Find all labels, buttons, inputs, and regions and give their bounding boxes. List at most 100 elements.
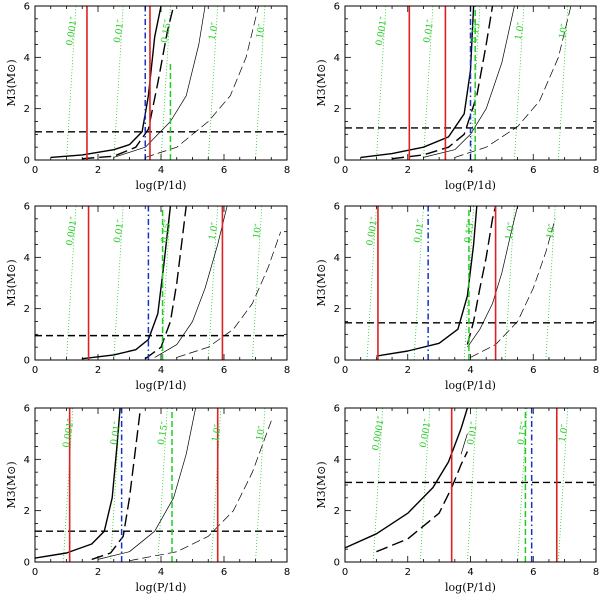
plot-area — [35, 408, 287, 562]
separation-label: 0.15″ — [469, 18, 483, 43]
curve-solid-thin — [113, 6, 206, 158]
separation-label: 0.01″ — [466, 420, 480, 445]
x-tick-label: 8 — [593, 567, 599, 578]
x-axis-label: log(P/1d) — [136, 581, 187, 594]
curve-dashed-thick — [466, 206, 497, 345]
separation-label: 0.001″ — [375, 15, 390, 46]
y-tick-label: 0 — [334, 156, 340, 167]
panel-bottom-left: 0.001″ 0.01″ 0.15″ 1.0″ 10″ 0 2 4 6 8 0 2 4 6 log(P/1d… — [5, 404, 290, 595]
curve-dashed-thin — [145, 6, 259, 158]
separation-label: 0.15″ — [463, 218, 477, 243]
curve-solid-thin — [97, 408, 196, 560]
separation-label: 0.15″ — [157, 420, 171, 445]
separation-label: 0.01″ — [110, 420, 124, 445]
panel-bottom-right: 0.0001″ 0.001″ 0.01″ 0.15″ 1.0″ 0 2 4 6 8 0 2 4 6 log(… — [315, 404, 599, 595]
separation-label: 10″ — [558, 23, 571, 40]
y-tick-label: 6 — [334, 404, 340, 415]
panel-middle-right: 0.001″ 0.01″ 0.15″ 1.0″ 10″0 2 4 6 80246log(P/1d… — [315, 202, 599, 393]
separation-label: 10″ — [255, 23, 268, 40]
y-axis-label: M3(M⊙) — [5, 461, 18, 508]
separation-label: 0.15″ — [516, 420, 530, 445]
y-tick-label: 0 — [24, 558, 30, 569]
separation-label: 0.001″ — [419, 417, 434, 448]
separation-label: 1.0″ — [211, 423, 224, 443]
panel-top-right: 0.001″ 0.01″ 0.15″ 1.0″ 10″ 0 2 4 6 8 0 2 4 6 log(P/1d… — [315, 2, 599, 193]
separation-label: 1.0″ — [514, 21, 527, 41]
x-axis-label: log(P/1d) — [136, 379, 187, 392]
curve-dashed-thin — [470, 218, 556, 358]
x-tick-label: 4 — [467, 365, 473, 376]
x-tick-label: 4 — [467, 567, 473, 578]
separation-label: 0.01″ — [422, 18, 436, 43]
x-tick-label: 6 — [221, 567, 227, 578]
separation-label: 1.0″ — [504, 221, 517, 241]
y-tick-label: 2 — [334, 304, 340, 315]
y-tick-label: 4 — [24, 53, 30, 64]
x-axis-label: log(P/1d) — [445, 581, 496, 594]
x-tick-label: 2 — [95, 165, 101, 176]
separation-label: 0.001″ — [65, 215, 80, 246]
y-tick-label: 6 — [24, 2, 30, 13]
x-tick-label: 8 — [593, 165, 599, 176]
x-tick-label: 2 — [95, 567, 101, 578]
x-tick-label: 0 — [32, 567, 38, 578]
curve-solid-thick — [345, 408, 469, 549]
separation-label: 0.15″ — [160, 18, 174, 43]
separation-label: 0.01″ — [113, 218, 127, 243]
y-axis-label: M3(M⊙) — [315, 259, 328, 306]
curve-solid-thin — [423, 6, 515, 158]
separation-label: 0.001″ — [62, 417, 77, 448]
y-tick-label: 6 — [24, 202, 30, 213]
x-tick-label: 0 — [32, 365, 38, 376]
x-tick-label: 2 — [405, 365, 411, 376]
curve-dashed-thick — [91, 408, 142, 561]
x-tick-label: 4 — [158, 567, 164, 578]
curve-dashed-thin — [129, 420, 272, 562]
curve-dashed-thin — [454, 6, 572, 158]
x-tick-label: 4 — [158, 365, 164, 376]
x-tick-label: 8 — [284, 567, 290, 578]
x-tick-label: 8 — [593, 365, 599, 376]
y-tick-label: 4 — [334, 53, 340, 64]
x-tick-label: 0 — [32, 165, 38, 176]
separation-label: 1.0″ — [208, 221, 221, 241]
plot-area — [345, 206, 596, 360]
plot-area — [35, 6, 287, 160]
x-tick-label: 2 — [405, 567, 411, 578]
x-tick-label: 6 — [530, 365, 536, 376]
y-tick-label: 0 — [334, 558, 340, 569]
separation-label: 1.0″ — [208, 21, 221, 41]
y-tick-label: 2 — [24, 506, 30, 517]
y-tick-label: 4 — [334, 455, 340, 466]
separation-label: 0.0001″ — [371, 415, 387, 452]
y-tick-label: 2 — [24, 104, 30, 115]
x-tick-label: 2 — [405, 165, 411, 176]
x-tick-label: 8 — [284, 365, 290, 376]
x-axis-label: log(P/1d) — [445, 379, 496, 392]
separation-label: 1.0″ — [558, 423, 571, 443]
y-tick-label: 2 — [334, 104, 340, 115]
x-tick-label: 6 — [221, 165, 227, 176]
x-tick-label: 0 — [342, 567, 348, 578]
y-axis-label: M3(M⊙) — [5, 59, 18, 106]
y-tick-label: 6 — [334, 2, 340, 13]
y-tick-label: 2 — [24, 304, 30, 315]
curve-dashed-thin — [176, 231, 282, 358]
curve-dashed-thick — [144, 206, 187, 360]
curve-dashed-thick — [82, 6, 175, 160]
separation-label: 10″ — [252, 223, 265, 240]
separation-label: 10″ — [545, 223, 558, 240]
curve-dashed-thick — [376, 451, 469, 553]
y-tick-label: 6 — [334, 202, 340, 213]
separation-label: 0.01″ — [113, 18, 127, 43]
curve-solid-thin — [154, 206, 228, 358]
panel-middle-left: 0.001″ 0.01″ 0.15″ 1.0″ 10″ 0 2 4 6 8 0 2 4 6 log(P/1d… — [5, 202, 290, 393]
curve-solid-thin — [460, 433, 468, 455]
x-tick-label: 0 — [342, 165, 348, 176]
x-axis-label: log(P/1d) — [136, 179, 187, 192]
y-tick-label: 0 — [334, 356, 340, 367]
x-axis-label: log(P/1d) — [445, 179, 496, 192]
panel-top-left: 0.001″ 0.01″ 0.15″ 1.0″ 10″ 0 2 4 6 8 0 2 4 6 log(P/1d… — [5, 2, 290, 193]
y-axis-label: M3(M⊙) — [315, 461, 328, 508]
